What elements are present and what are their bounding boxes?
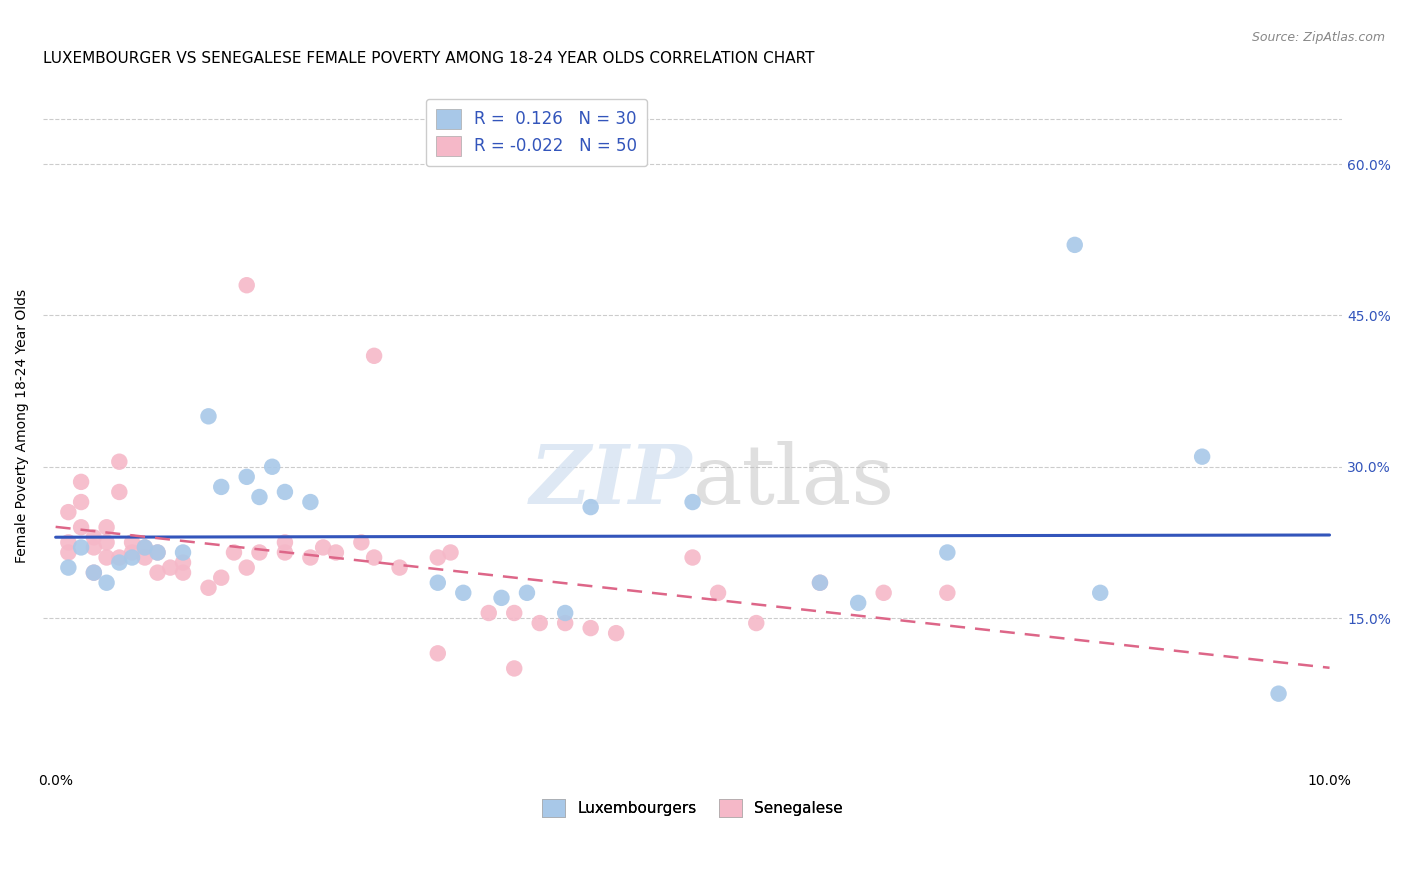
Point	[1267, 687, 1289, 701]
Point	[350, 535, 373, 549]
Point	[579, 621, 602, 635]
Point	[516, 586, 538, 600]
Y-axis label: Female Poverty Among 18-24 Year Olds: Female Poverty Among 18-24 Year Olds	[15, 289, 30, 564]
Point	[96, 520, 118, 534]
Point	[262, 459, 284, 474]
Point	[503, 606, 526, 620]
Point	[491, 591, 513, 605]
Point	[426, 646, 449, 660]
Point	[134, 541, 156, 555]
Point	[936, 545, 959, 559]
Text: LUXEMBOURGER VS SENEGALESE FEMALE POVERTY AMONG 18-24 YEAR OLDS CORRELATION CHAR: LUXEMBOURGER VS SENEGALESE FEMALE POVERT…	[44, 51, 814, 66]
Point	[872, 586, 894, 600]
Point	[96, 535, 118, 549]
Point	[96, 575, 118, 590]
Point	[146, 545, 169, 559]
Point	[134, 541, 156, 555]
Legend: Luxembourgers, Senegalese: Luxembourgers, Senegalese	[536, 792, 849, 823]
Point	[529, 616, 551, 631]
Point	[70, 495, 93, 509]
Text: Source: ZipAtlas.com: Source: ZipAtlas.com	[1251, 31, 1385, 45]
Point	[274, 545, 297, 559]
Point	[172, 545, 194, 559]
Point	[197, 409, 219, 424]
Point	[108, 485, 131, 500]
Point	[299, 550, 322, 565]
Point	[70, 475, 93, 489]
Point	[108, 455, 131, 469]
Point	[1063, 238, 1085, 252]
Point	[197, 581, 219, 595]
Point	[808, 575, 831, 590]
Point	[605, 626, 627, 640]
Point	[808, 575, 831, 590]
Point	[707, 586, 730, 600]
Point	[363, 349, 385, 363]
Point	[274, 485, 297, 500]
Point	[235, 470, 257, 484]
Point	[503, 661, 526, 675]
Point	[235, 560, 257, 574]
Point	[121, 545, 143, 559]
Point	[745, 616, 768, 631]
Text: ZIP: ZIP	[530, 442, 693, 521]
Point	[554, 606, 576, 620]
Point	[388, 560, 411, 574]
Point	[682, 550, 704, 565]
Point	[159, 560, 181, 574]
Point	[58, 535, 80, 549]
Point	[108, 556, 131, 570]
Point	[121, 550, 143, 565]
Point	[554, 616, 576, 631]
Point	[172, 566, 194, 580]
Point	[249, 545, 271, 559]
Point	[249, 490, 271, 504]
Point	[83, 530, 105, 544]
Point	[682, 495, 704, 509]
Text: atlas: atlas	[693, 442, 894, 521]
Point	[146, 545, 169, 559]
Point	[579, 500, 602, 514]
Point	[209, 571, 232, 585]
Point	[325, 545, 347, 559]
Point	[70, 520, 93, 534]
Point	[299, 495, 322, 509]
Point	[121, 535, 143, 549]
Point	[426, 550, 449, 565]
Point	[426, 575, 449, 590]
Point	[312, 541, 335, 555]
Point	[58, 505, 80, 519]
Point	[274, 535, 297, 549]
Point	[235, 278, 257, 293]
Point	[222, 545, 245, 559]
Point	[172, 556, 194, 570]
Point	[439, 545, 461, 559]
Point	[209, 480, 232, 494]
Point	[1191, 450, 1213, 464]
Point	[83, 566, 105, 580]
Point	[70, 541, 93, 555]
Point	[58, 560, 80, 574]
Point	[936, 586, 959, 600]
Point	[83, 566, 105, 580]
Point	[846, 596, 869, 610]
Point	[108, 550, 131, 565]
Point	[58, 545, 80, 559]
Point	[451, 586, 474, 600]
Point	[134, 550, 156, 565]
Point	[1090, 586, 1112, 600]
Point	[96, 550, 118, 565]
Point	[146, 566, 169, 580]
Point	[363, 550, 385, 565]
Point	[478, 606, 501, 620]
Point	[83, 541, 105, 555]
